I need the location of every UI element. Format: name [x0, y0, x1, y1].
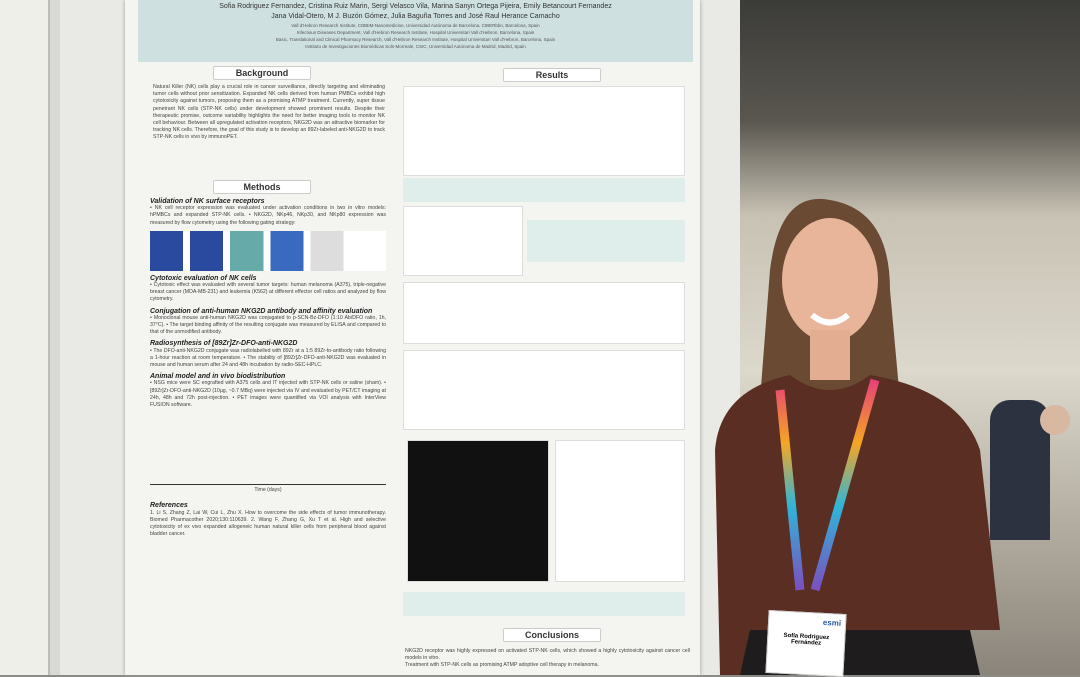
- figure-caption: [403, 592, 685, 616]
- timeline-label: Time (days): [254, 487, 282, 494]
- person: [715, 198, 1000, 675]
- references-heading: References: [150, 502, 188, 510]
- figure-caption: [527, 220, 685, 262]
- affiliation: Vall d'Hebron Research Institute, CIBBIM…: [291, 23, 540, 28]
- attendee: [1040, 405, 1070, 435]
- badge-name: Sofía Rodriguez Fernández: [783, 632, 830, 647]
- scientific-poster: Sofia Rodriguez Fernandez, Cristina Ruiz…: [125, 0, 700, 675]
- badge-logo: esmi: [822, 617, 842, 628]
- pet-images: [407, 440, 549, 582]
- authors: Sofia Rodriguez Fernandez, Cristina Ruiz…: [219, 3, 612, 10]
- method-heading: Validation of NK surface receptors: [150, 198, 265, 205]
- conclusion-item: Treatment with STP-NK cells as promising…: [405, 662, 599, 669]
- methods-heading: Methods: [213, 180, 311, 194]
- authors: Jana Vidal-Otero, M J. Buzón Gómez, Juli…: [271, 13, 560, 20]
- neighbor-poster: [0, 0, 50, 675]
- lanyard: [775, 378, 880, 592]
- figure-caption: [403, 178, 685, 202]
- method-text: • NSG mice were SC engrafted with A375 c…: [150, 380, 386, 409]
- biodistribution-charts: [555, 440, 685, 582]
- method-text: • NK cell receptor expression was evalua…: [150, 205, 386, 226]
- figure-2bc-chromatograms: [403, 282, 685, 344]
- name-badge: esmi Sofía Rodriguez Fernández: [765, 610, 847, 677]
- method-heading: Radiosynthesis of [89Zr]Zr-DFO-anti-NKG2…: [150, 340, 298, 348]
- references-text: 1. Li S, Zhang Z, Lai W, Cui L, Zhu X. H…: [150, 509, 386, 538]
- affiliation: Basic, Translational and Clinical Pharma…: [275, 37, 556, 42]
- method-text: • Cytotoxic effect was evaluated with se…: [150, 282, 386, 303]
- method-heading: Conjugation of anti-human NKG2D antibody…: [150, 307, 373, 315]
- neighbor-poster-board: [0, 0, 60, 675]
- conclusions-heading: Conclusions: [503, 628, 601, 642]
- conclusion-item: NKG2D receptor was highly expressed on a…: [405, 648, 690, 662]
- figure-2a-chart: [403, 206, 523, 276]
- method-heading: Cytotoxic evaluation of NK cells: [150, 274, 257, 282]
- poster-header: Sofia Rodriguez Fernandez, Cristina Ruiz…: [138, 0, 693, 62]
- smile: [810, 312, 850, 326]
- figure-3a-growth-chart: [403, 350, 685, 430]
- method-heading: Animal model and in vivo biodistribution: [150, 373, 286, 381]
- method-text: • Monoclonal mouse anti-human NKG2D was …: [150, 314, 386, 336]
- timeline-figure: [150, 415, 386, 486]
- figure-1-charts: [403, 86, 685, 176]
- background-heading: Background: [213, 66, 311, 80]
- results-heading: Results: [503, 68, 601, 82]
- method-text: • The DFO-anti-NKG2D conjugate was radio…: [150, 347, 386, 369]
- affiliation: Instituto de Investigaciones Biomédicas …: [305, 44, 526, 49]
- face: [782, 218, 878, 342]
- background-text: Natural Killer (NK) cells play a crucial…: [153, 84, 385, 141]
- gating-figure: [150, 230, 386, 271]
- affiliation: Infectious Diseases Department, Vall d'H…: [296, 30, 535, 35]
